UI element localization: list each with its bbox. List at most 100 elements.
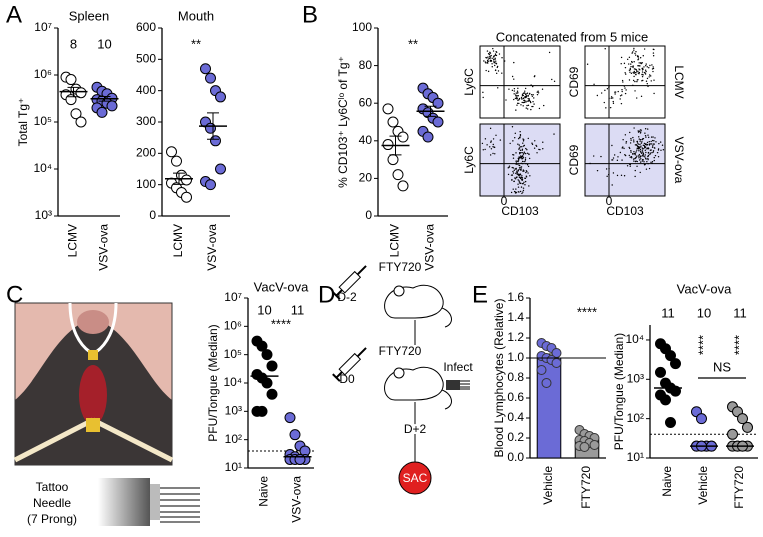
panel-label: D xyxy=(318,281,335,308)
axis-zero: 0 xyxy=(606,194,613,208)
needle-label: Needle xyxy=(33,496,71,510)
cell-event xyxy=(522,140,525,142)
cell-event xyxy=(629,142,632,144)
cell-event xyxy=(631,60,633,63)
cell-event xyxy=(497,70,500,72)
cell-event xyxy=(636,97,638,99)
panel-label: C xyxy=(6,281,23,308)
cell-event xyxy=(641,75,644,78)
cell-event xyxy=(637,143,640,145)
data-point xyxy=(536,365,547,375)
cell-event xyxy=(517,92,519,94)
cell-event xyxy=(621,79,624,82)
data-point xyxy=(670,358,681,370)
cell-event xyxy=(485,56,487,59)
cell-event xyxy=(616,174,619,177)
cell-event xyxy=(518,97,521,100)
data-point xyxy=(541,378,552,388)
cell-event xyxy=(636,165,638,167)
cell-event xyxy=(646,66,648,68)
cell-event xyxy=(619,151,622,154)
data-point xyxy=(387,116,399,128)
cell-event xyxy=(527,97,529,100)
flow-plot xyxy=(584,123,666,197)
cell-event xyxy=(522,170,524,172)
cell-event xyxy=(639,129,642,131)
cell-event xyxy=(533,75,536,78)
cell-event xyxy=(521,156,523,158)
x-tick-label: LCMV xyxy=(388,224,402,257)
cell-event xyxy=(632,79,635,82)
cell-event xyxy=(501,57,503,59)
cell-event xyxy=(633,47,635,50)
cell-event xyxy=(519,137,521,139)
data-point xyxy=(205,179,216,191)
mouse-ear xyxy=(393,285,405,297)
cell-event xyxy=(662,149,665,151)
data-point xyxy=(382,139,394,151)
cell-event xyxy=(633,68,636,70)
cell-event xyxy=(482,149,484,151)
cell-event xyxy=(525,101,527,103)
y-tick-label: 40 xyxy=(359,133,373,147)
cell-event xyxy=(519,153,521,155)
cell-event xyxy=(621,147,623,149)
cell-event xyxy=(522,101,525,104)
cell-event xyxy=(507,167,509,169)
cell-event xyxy=(644,134,647,137)
cell-event xyxy=(647,136,650,139)
data-point xyxy=(397,131,409,143)
cell-event xyxy=(605,107,607,109)
cell-event xyxy=(525,147,527,150)
cell-event xyxy=(528,99,530,101)
cell-event xyxy=(596,94,599,97)
syringe xyxy=(332,347,367,382)
cell-event xyxy=(641,155,643,157)
data-point xyxy=(215,91,226,103)
cell-event xyxy=(633,151,635,153)
group-count: 11 xyxy=(291,302,305,317)
cell-event xyxy=(638,150,640,152)
cell-event xyxy=(645,144,648,146)
endpoint-circle xyxy=(398,461,432,495)
cell-event xyxy=(619,95,622,97)
cell-event xyxy=(620,62,622,65)
y-tick-label: 1.4 xyxy=(507,310,524,324)
cell-event xyxy=(648,74,651,76)
cell-event xyxy=(624,134,627,136)
axis-marker: CD103 xyxy=(501,204,539,218)
tongue xyxy=(79,365,107,425)
cell-event xyxy=(641,73,643,76)
cell-event xyxy=(638,65,640,67)
cell-event xyxy=(634,144,637,146)
cell-event xyxy=(492,47,494,50)
cell-event xyxy=(635,151,637,153)
cell-event xyxy=(487,70,490,73)
cell-event xyxy=(513,190,516,193)
y-tick-label: 0 xyxy=(365,208,372,222)
group-count: 10 xyxy=(697,305,711,320)
cell-event xyxy=(623,175,626,177)
cell-event xyxy=(628,69,631,71)
cell-event xyxy=(636,144,638,147)
y-tick-label: 10⁴ xyxy=(223,375,242,389)
cell-event xyxy=(639,140,641,142)
y-tick-label: 10¹ xyxy=(225,460,242,474)
cell-event xyxy=(635,51,637,53)
y-tick-label: 10⁶ xyxy=(224,319,242,333)
cell-event xyxy=(528,157,531,160)
cell-event xyxy=(515,167,517,170)
cell-event xyxy=(522,187,525,189)
cell-event xyxy=(517,143,519,145)
cell-event xyxy=(530,108,532,111)
cell-event xyxy=(652,143,654,145)
cell-event xyxy=(625,89,627,91)
cell-event xyxy=(624,87,626,89)
cell-event xyxy=(628,79,631,81)
drug-label: FTY720 xyxy=(379,344,422,358)
cell-event xyxy=(626,58,629,61)
cell-event xyxy=(532,101,534,103)
cell-event xyxy=(490,54,492,57)
cell-event xyxy=(642,159,644,161)
cell-event xyxy=(651,139,654,142)
